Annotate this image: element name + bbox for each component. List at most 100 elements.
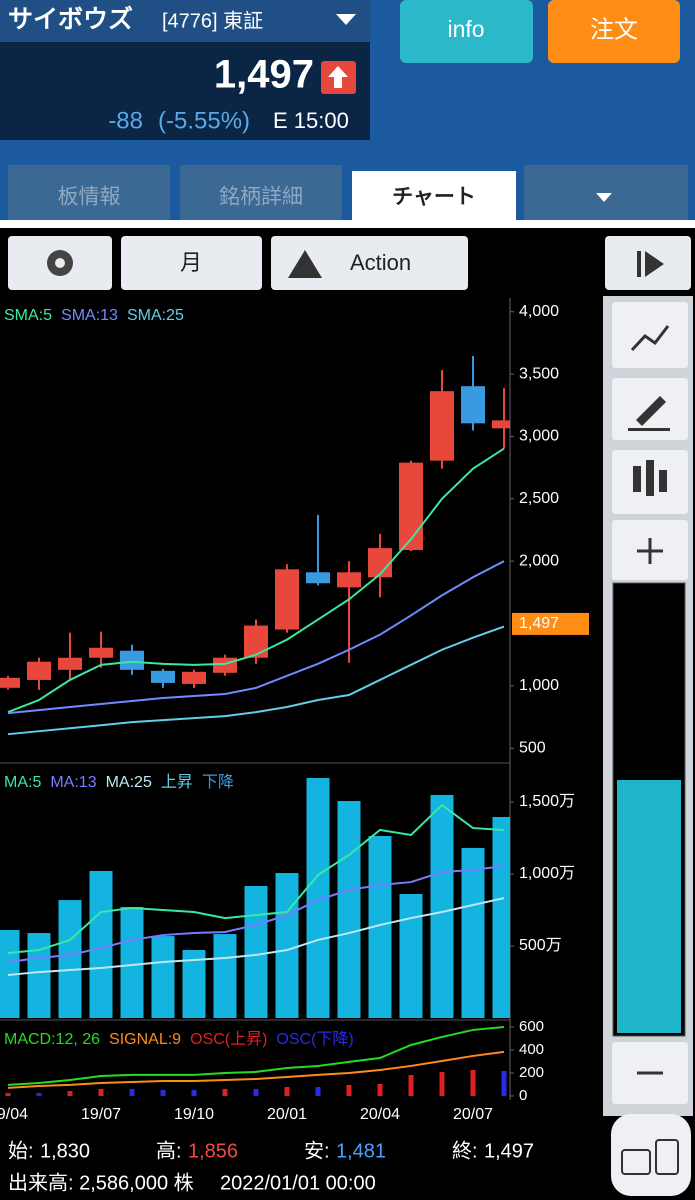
info-label: info (447, 16, 484, 42)
rotate-icon (621, 1149, 651, 1175)
x-tick-label: 20/01 (267, 1106, 307, 1123)
x-tick-label: 19/07 (81, 1106, 121, 1123)
rotate-icon (655, 1139, 679, 1175)
stock-code: [4776] 東証 (162, 9, 263, 32)
candle-icon (646, 460, 654, 496)
legend-item: 下降 (202, 773, 234, 791)
tab[interactable] (8, 165, 170, 220)
y-tick-label: 200 (519, 1064, 544, 1081)
candle-body (306, 572, 330, 584)
plot-area (0, 356, 510, 1096)
action-label: Action (350, 250, 411, 275)
up-arrow (328, 66, 348, 88)
tab-label: チャート (392, 186, 476, 209)
x-tick-label: 19/04 (0, 1106, 28, 1123)
change: -88 (108, 107, 143, 134)
osc-bar (191, 1089, 197, 1096)
y-tick-label: 1,000万 (519, 865, 575, 882)
osc-bar (284, 1087, 290, 1096)
volume-bar (182, 950, 206, 1018)
series-line (7, 447, 505, 714)
order-button[interactable] (548, 0, 680, 63)
volume-bar (120, 906, 144, 1018)
candle-body (461, 386, 485, 424)
footer: 出来高: 2,586,000 株 2022/01/01 00:00 始: 1,83… (8, 1139, 534, 1194)
name-bar[interactable] (0, 0, 370, 42)
tab-active[interactable] (352, 165, 516, 220)
candle-body (151, 670, 175, 683)
tab-label: 板情報 (58, 186, 121, 209)
tab-more[interactable] (524, 165, 688, 220)
play-icon (637, 251, 641, 277)
change-pct: (-5.55%) (158, 107, 250, 134)
last-price-tag (512, 612, 589, 635)
footer-label: 終: (452, 1139, 478, 1162)
osc-bar (439, 1071, 445, 1096)
order-label: 注文 (590, 16, 638, 43)
legend-item: MA:13 (50, 774, 96, 791)
osc-bar (377, 1084, 383, 1096)
candle-icon (659, 470, 667, 492)
volume-bar (244, 885, 268, 1018)
zoom-slider[interactable] (617, 780, 681, 1033)
candle-body (337, 572, 361, 588)
candle-body (368, 548, 392, 578)
legend-item: OSC(上昇) (190, 1030, 267, 1048)
osc-bar (5, 1092, 11, 1096)
candle-body (182, 671, 206, 684)
pen-line (628, 428, 670, 431)
series-line (7, 803, 505, 955)
candle-body (399, 462, 423, 551)
osc-bar (315, 1087, 321, 1096)
footer-label: 安: (304, 1139, 330, 1162)
y-tick-label: 2,500 (519, 490, 559, 507)
volume-bar (275, 872, 299, 1018)
last-price-label: 1,497 (519, 615, 559, 632)
divider (0, 220, 695, 228)
y-tick-label: 600 (519, 1018, 544, 1035)
action-icon (288, 250, 322, 278)
series-line (7, 897, 505, 976)
stock-name: サイボウズ (8, 5, 133, 34)
volume-bar (27, 933, 51, 1018)
x-tick-label: 20/04 (360, 1106, 400, 1123)
candle-body (89, 647, 113, 658)
info-button[interactable] (400, 0, 533, 63)
osc-bar (129, 1088, 135, 1096)
legend-item: SMA:13 (61, 307, 118, 324)
osc-bar (408, 1075, 414, 1096)
tab[interactable] (180, 165, 342, 220)
legend-item: SMA:25 (127, 307, 184, 324)
y-tick-label: 3,500 (519, 365, 559, 382)
osc-bar (98, 1088, 104, 1096)
x-tick-label: 20/07 (453, 1106, 493, 1123)
osc-bar (501, 1071, 507, 1096)
volume-bar (89, 870, 113, 1018)
play-icon (645, 251, 664, 277)
axes: 4,000 3,500 3,000 2,500 2,000 1,000 500 1,497 SM… (0, 303, 589, 1123)
gear-hole (55, 258, 65, 268)
legend-item: MA:5 (4, 774, 41, 791)
footer-value: 1,856 (188, 1140, 238, 1162)
y-tick-label: 1,500万 (519, 793, 575, 810)
legend-item: SIGNAL:9 (109, 1031, 181, 1048)
indicator-button[interactable] (612, 302, 688, 368)
more-icon (596, 193, 612, 202)
series-line (7, 1050, 505, 1089)
series-line (7, 625, 505, 736)
candle-body (120, 650, 144, 670)
y-tick-label: 2,000 (519, 552, 559, 569)
period-label: 月 (180, 250, 202, 275)
period-button[interactable] (121, 236, 262, 290)
candle-body (0, 677, 20, 688)
y-tick-label: 400 (519, 1041, 544, 1058)
price: 1,497 (214, 53, 314, 97)
x-tick-label: 19/10 (174, 1106, 214, 1123)
y-tick-label: 4,000 (519, 303, 559, 320)
series-line (7, 864, 505, 963)
candle-body (430, 391, 454, 461)
osc-bar (36, 1092, 42, 1096)
candle-body (213, 657, 237, 673)
